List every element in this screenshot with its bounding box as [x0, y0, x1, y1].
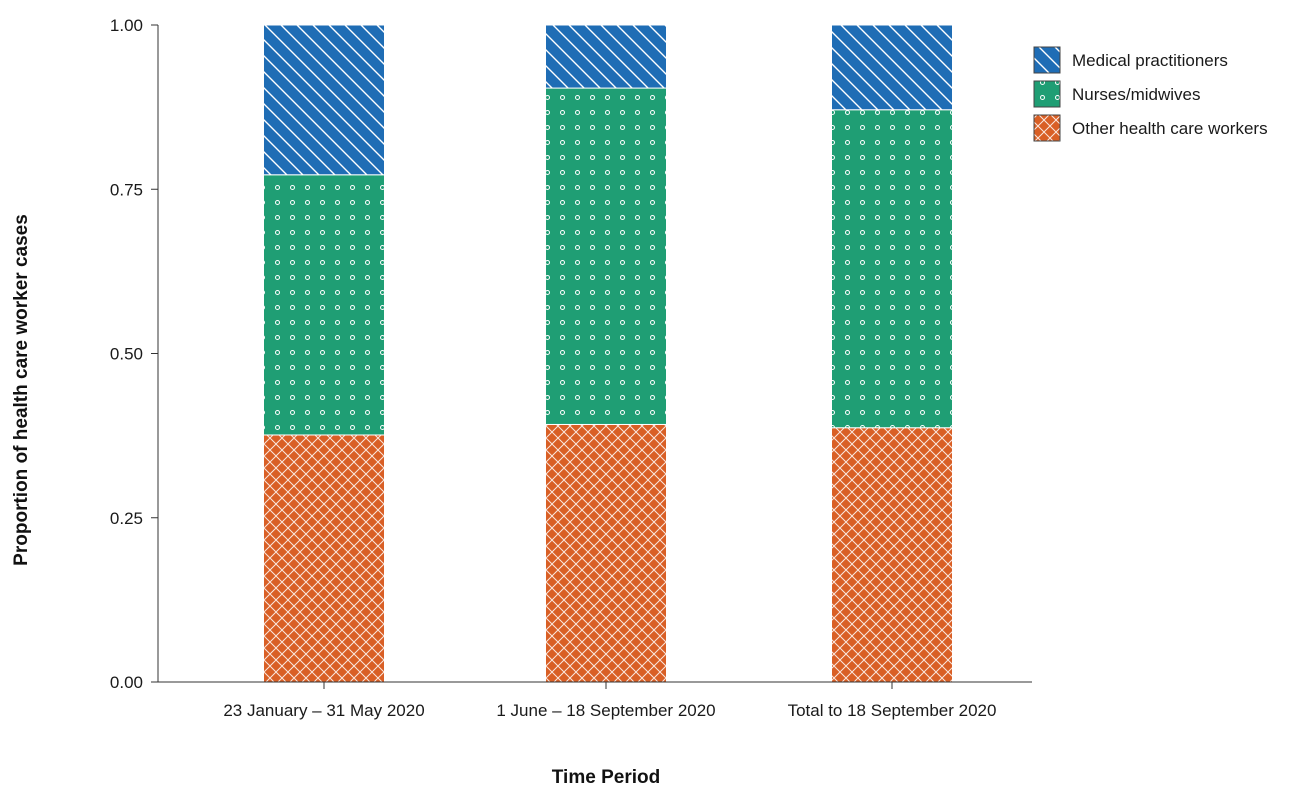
legend-item-medical-practitioners: Medical practitioners — [1033, 46, 1228, 74]
bars-layer — [263, 24, 953, 683]
legend-swatch — [1033, 46, 1061, 74]
legend-item-other-health-care-workers: Other health care workers — [1033, 114, 1268, 142]
x-tick-label: 1 June – 18 September 2020 — [496, 701, 715, 720]
y-axis-title: Proportion of health care worker cases — [11, 214, 32, 566]
y-tick-label: 0.50 — [110, 345, 143, 364]
bar-segment-other-health-care-workers — [263, 434, 385, 683]
legend-swatch — [1033, 80, 1061, 108]
y-tick-label: 1.00 — [110, 16, 143, 35]
y-tick-label: 0.75 — [110, 180, 143, 199]
bar-segment-other-health-care-workers — [545, 423, 667, 683]
bar-stack-2 — [545, 24, 667, 683]
bar-segment-medical-practitioners — [831, 24, 953, 111]
x-tick-label: Total to 18 September 2020 — [788, 701, 997, 720]
bar-stack-3 — [831, 24, 953, 683]
legend-item-nurses-midwives: Nurses/midwives — [1033, 80, 1200, 108]
legend: Medical practitioners Nurses/midwives Othe… — [1033, 46, 1268, 142]
bar-segment-nurses-midwives — [545, 87, 667, 425]
legend-label: Medical practitioners — [1072, 51, 1228, 70]
bar-segment-medical-practitioners — [545, 24, 667, 89]
bar-segment-nurses-midwives — [831, 109, 953, 429]
x-axis-title: Time Period — [552, 767, 660, 787]
y-ticks: 0.00 0.25 0.50 0.75 1.00 — [110, 16, 158, 692]
bar-stack-1 — [263, 24, 385, 683]
x-tick-label: 23 January – 31 May 2020 — [223, 701, 424, 720]
bar-segment-medical-practitioners — [263, 24, 385, 176]
legend-label: Other health care workers — [1072, 119, 1268, 138]
legend-label: Nurses/midwives — [1072, 85, 1200, 104]
bar-segment-nurses-midwives — [263, 174, 385, 436]
legend-swatch — [1033, 114, 1061, 142]
y-tick-label: 0.00 — [110, 673, 143, 692]
y-tick-label: 0.25 — [110, 509, 143, 528]
x-ticks: 23 January – 31 May 2020 1 June – 18 Sept… — [223, 682, 996, 720]
bar-segment-other-health-care-workers — [831, 427, 953, 683]
